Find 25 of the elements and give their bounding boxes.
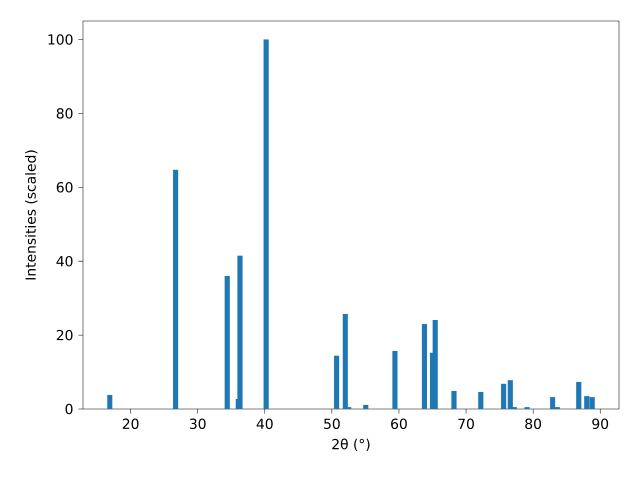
- x-axis-title: 2θ (°): [332, 438, 370, 452]
- y-tick-label: 40: [56, 256, 73, 266]
- x-tick-label: 60: [391, 418, 407, 430]
- bar: [224, 276, 230, 409]
- bar: [334, 356, 340, 409]
- bar: [363, 404, 368, 409]
- x-tick-label: 30: [190, 418, 206, 430]
- y-tick-label: 60: [56, 182, 73, 193]
- bar: [264, 39, 269, 409]
- y-tick-label: 100: [48, 34, 73, 45]
- y-tick-label: 20: [56, 330, 73, 340]
- y-tick-label: 80: [56, 108, 73, 119]
- x-tick-label: 70: [458, 418, 474, 430]
- bar: [576, 382, 582, 409]
- x-tick-label: 80: [525, 418, 542, 430]
- y-axis-title: Intensities (scaled): [25, 150, 38, 280]
- x-tick-label: 40: [256, 418, 273, 430]
- x-tick-label: 20: [122, 418, 139, 430]
- bar: [422, 324, 428, 409]
- bar: [172, 170, 178, 409]
- bar: [451, 390, 457, 409]
- x-tick-label: 90: [592, 418, 608, 430]
- y-tick-label: 0: [66, 404, 73, 414]
- bar: [478, 392, 484, 409]
- x-tick-label: 50: [324, 418, 340, 430]
